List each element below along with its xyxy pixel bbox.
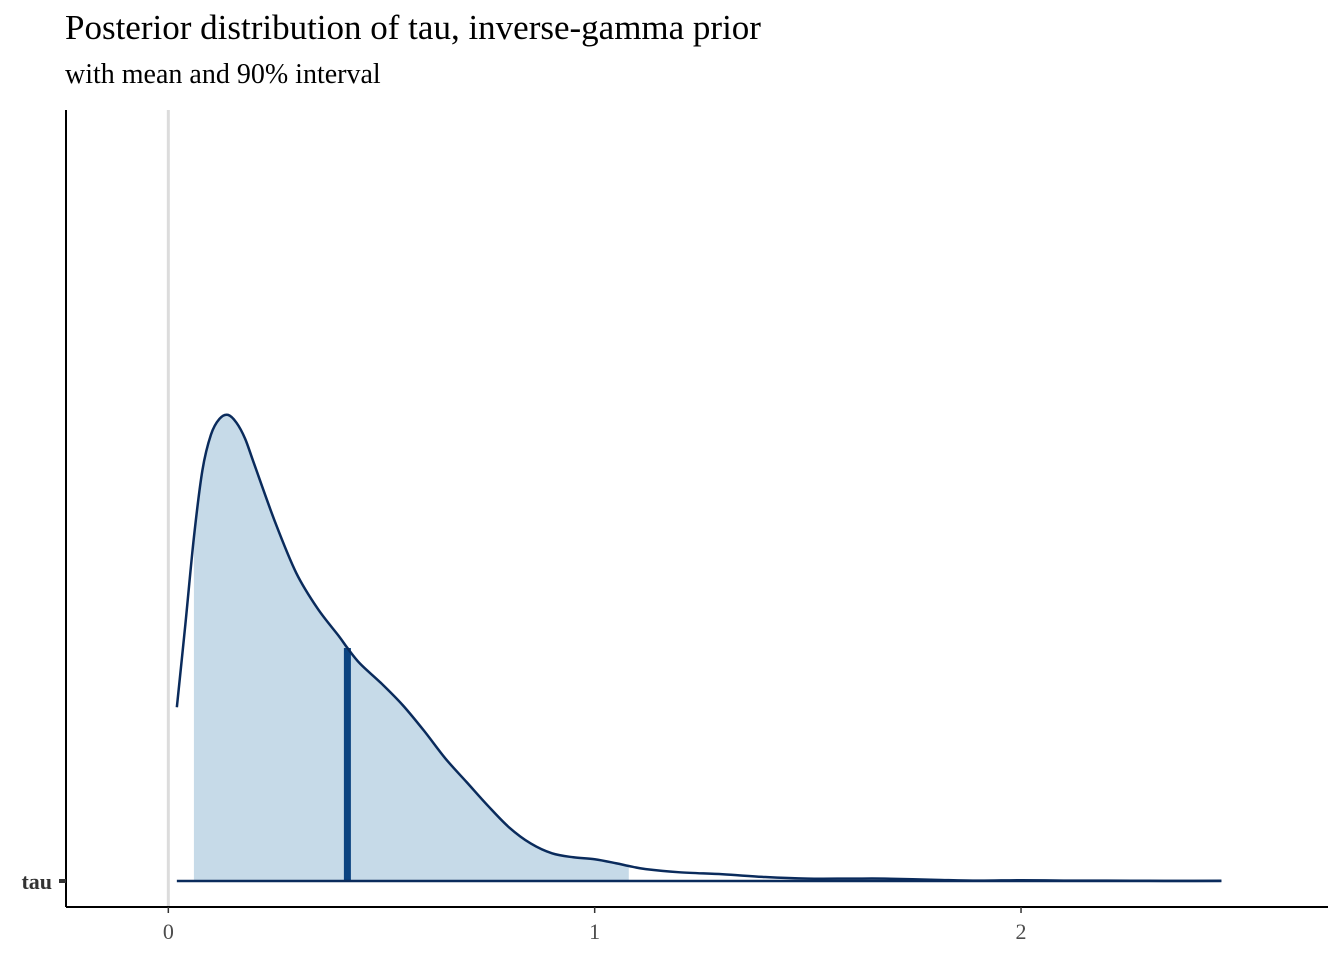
x-tick-label: 2 xyxy=(1016,919,1027,944)
density-curve xyxy=(175,413,1222,883)
x-tick-label: 1 xyxy=(589,919,600,944)
interval-fill-layer xyxy=(193,414,629,881)
tick-labels: 0 1 2 tau xyxy=(21,869,1026,944)
x-tick-label: 0 xyxy=(163,919,174,944)
y-tick-label: tau xyxy=(21,869,52,894)
axes xyxy=(65,110,1328,908)
density-curve-layer xyxy=(175,413,1222,883)
chart-subtitle: with mean and 90% interval xyxy=(65,59,381,90)
interval-90-area xyxy=(193,414,629,881)
chart-title: Posterior distribution of tau, inverse-g… xyxy=(65,8,761,47)
